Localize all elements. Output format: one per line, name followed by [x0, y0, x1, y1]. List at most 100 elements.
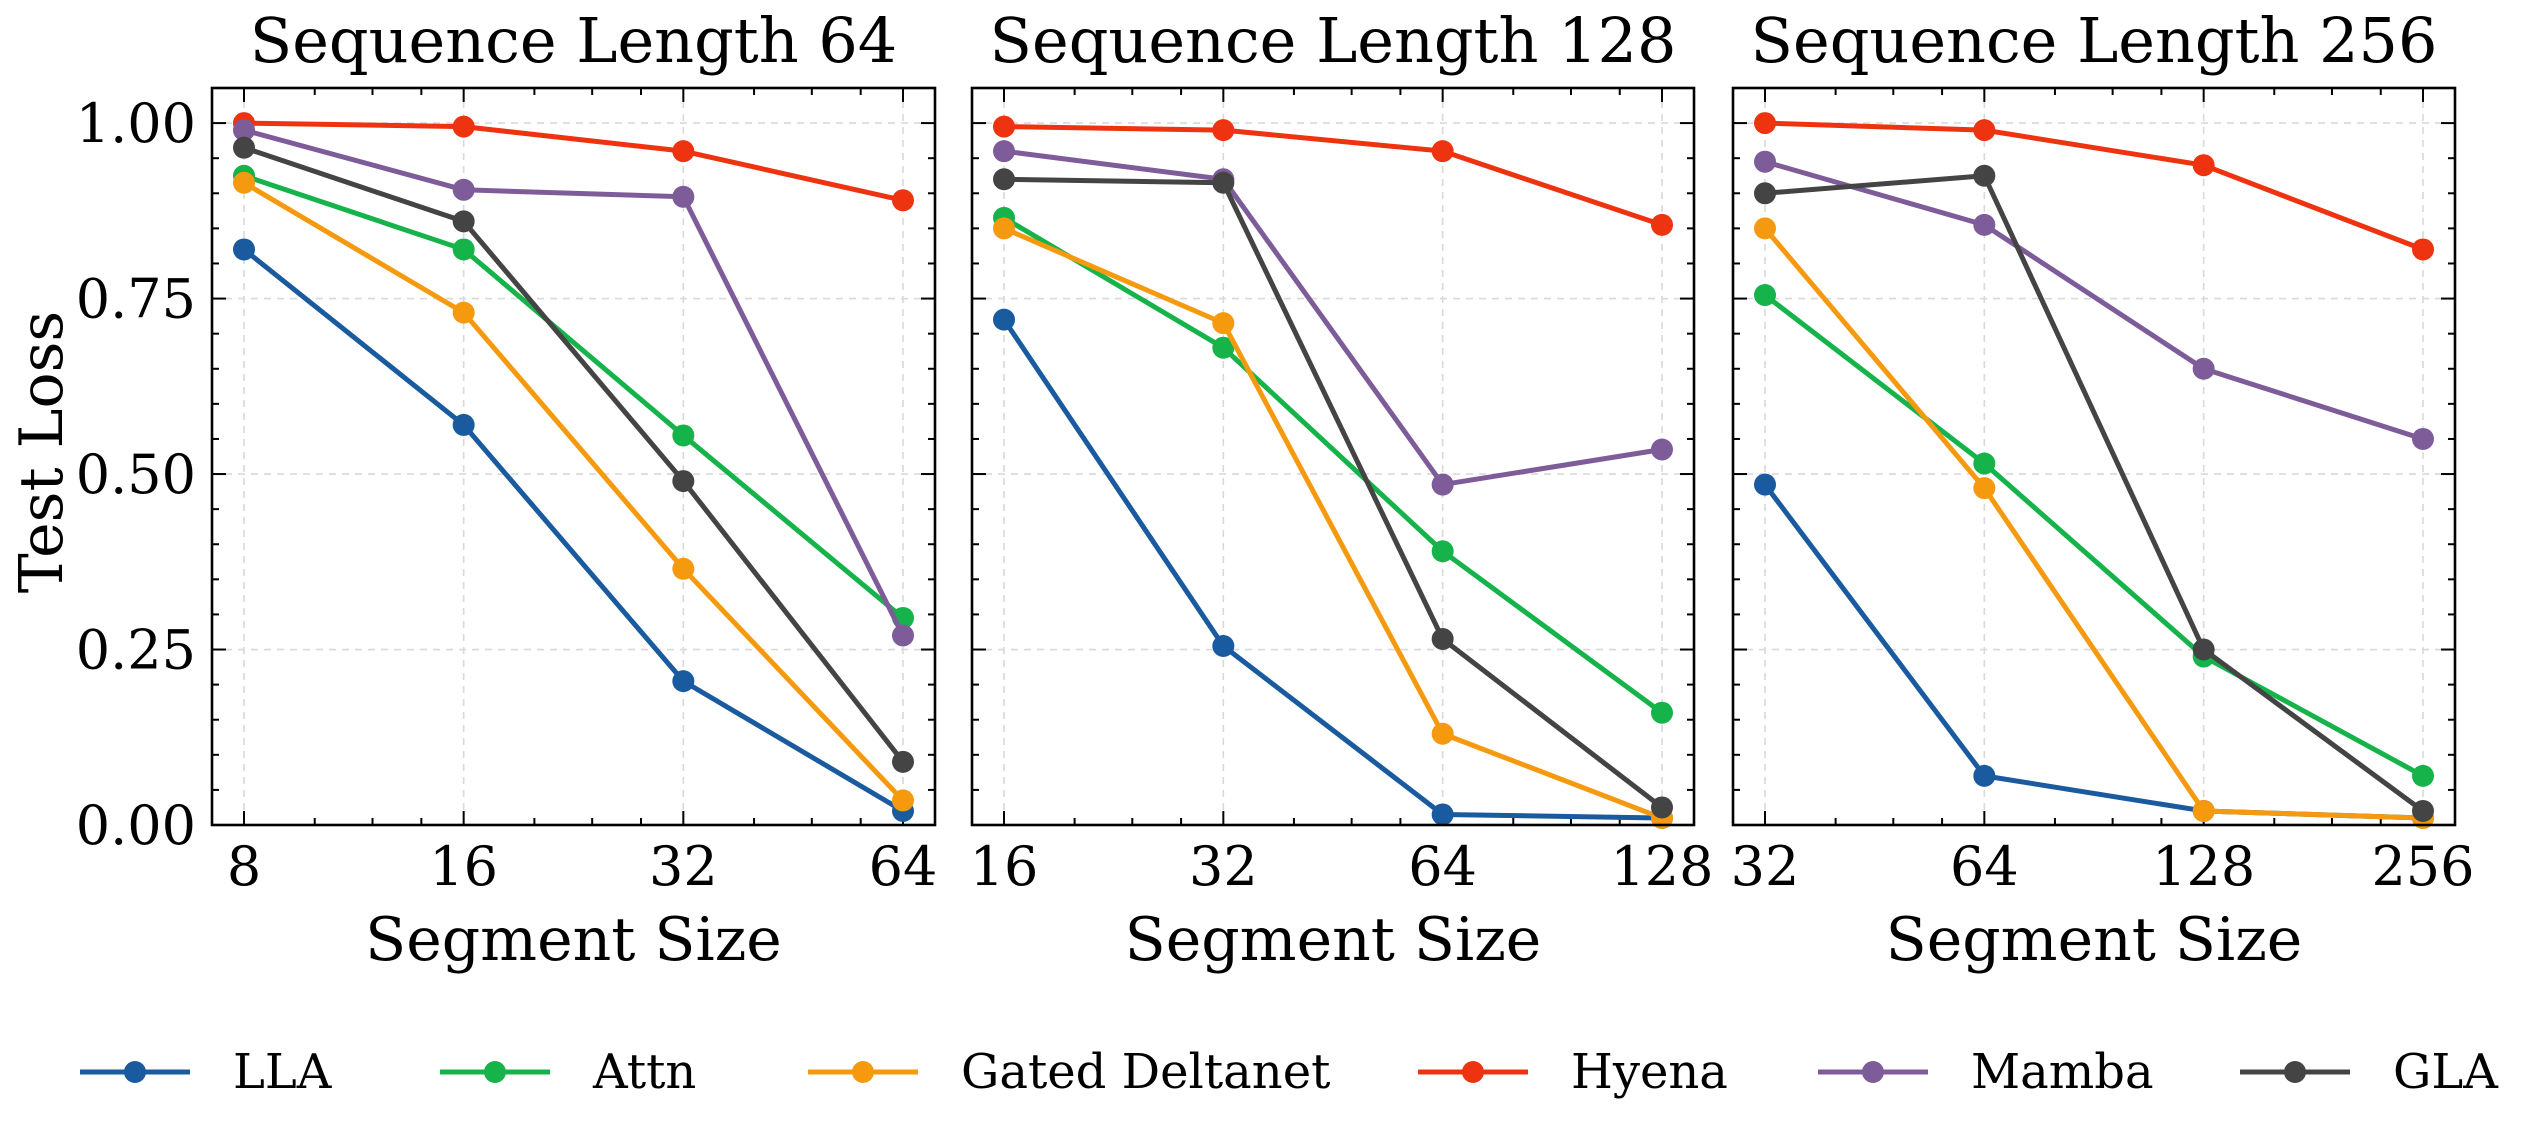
data-point — [1754, 182, 1776, 205]
legend-item-gated-deltanet: Gated Deltanet — [808, 1044, 1330, 1100]
data-point — [1754, 112, 1776, 135]
data-point — [233, 238, 255, 261]
data-point — [892, 789, 914, 812]
panel-1: 0.00 0.25 0.50 0.75 1.00 8 16 32 64 Sequence Leng… — [76, 4, 938, 975]
legend-item-lla: LLA — [80, 1044, 333, 1100]
data-point — [1973, 213, 1996, 236]
data-point — [1754, 284, 1776, 307]
series-line — [1764, 159, 2424, 442]
series-gla — [233, 136, 914, 773]
series-lla — [233, 238, 914, 822]
data-point — [1431, 540, 1454, 563]
series-line — [1002, 215, 1664, 715]
legend-label: LLA — [233, 1044, 333, 1100]
data-point — [892, 750, 914, 773]
data-point — [1754, 217, 1776, 240]
data-point — [672, 140, 695, 163]
y-tick-label: 1.00 — [76, 92, 196, 155]
data-point — [2192, 154, 2215, 177]
legend-item-gla: GLA — [2240, 1044, 2499, 1100]
series-line — [1764, 120, 2424, 252]
data-point — [1212, 336, 1235, 359]
series-line — [242, 180, 905, 803]
data-point — [452, 115, 475, 138]
x-axis-label: Segment Size — [1886, 905, 2303, 975]
data-point — [892, 189, 914, 212]
series-line — [1003, 226, 1663, 821]
series-hyena — [1754, 112, 2434, 261]
x-tick-label: 128 — [1610, 835, 1713, 898]
series-gated-deltanet — [1754, 217, 2434, 829]
data-point — [993, 217, 1015, 240]
data-point — [1431, 473, 1454, 496]
data-point — [1651, 438, 1673, 461]
data-point — [993, 308, 1015, 331]
legend-marker — [1462, 1061, 1484, 1083]
x-tick-label: 32 — [1189, 835, 1258, 898]
panel-title: Sequence Length 128 — [990, 4, 1677, 77]
data-point — [2192, 357, 2215, 380]
data-point — [233, 119, 255, 142]
series-lla — [993, 308, 1673, 829]
y-tick-label: 0.25 — [76, 619, 196, 682]
series-gla — [1754, 164, 2434, 822]
legend-item-attn: Attn — [440, 1044, 696, 1100]
data-point — [2412, 799, 2434, 822]
series-line — [1763, 293, 2425, 779]
data-point — [993, 115, 1015, 138]
series-line — [243, 127, 906, 637]
x-tick-label: 32 — [649, 835, 718, 898]
x-tick-label: 8 — [227, 835, 261, 898]
x-tick-label: 64 — [1950, 835, 2019, 898]
series-attn — [1754, 284, 2434, 787]
legend-label: GLA — [2393, 1044, 2499, 1100]
y-axis-label: Test Loss — [7, 311, 77, 593]
x-tick-label: 256 — [2371, 835, 2474, 898]
legend-marker — [124, 1061, 146, 1083]
data-point — [1973, 477, 1996, 500]
series-hyena — [993, 115, 1673, 236]
series-mamba — [1754, 150, 2434, 450]
data-point — [1212, 119, 1235, 142]
series-line — [243, 145, 905, 764]
panel-title: Sequence Length 64 — [250, 4, 897, 77]
legend-marker — [484, 1061, 506, 1083]
data-point — [2412, 764, 2434, 787]
data-point — [2192, 638, 2215, 661]
data-point — [1973, 764, 1996, 787]
data-point — [2412, 427, 2434, 450]
data-point — [452, 210, 475, 233]
data-point — [1212, 171, 1235, 194]
data-point — [672, 557, 695, 580]
data-point — [993, 168, 1015, 191]
series-line — [1001, 318, 1663, 821]
data-point — [1651, 796, 1673, 819]
series-hyena — [233, 112, 914, 212]
data-point — [993, 140, 1015, 163]
legend-label: Hyena — [1571, 1044, 1728, 1100]
plot-frame — [970, 86, 1696, 827]
data-point — [672, 185, 695, 208]
legend-marker — [2284, 1061, 2306, 1083]
series-line — [242, 247, 905, 814]
legend-label: Mamba — [1971, 1044, 2154, 1100]
data-point — [672, 424, 695, 447]
panels: 0.00 0.25 0.50 0.75 1.00 8 16 32 64 Sequence Leng… — [76, 4, 2475, 975]
legend-label: Gated Deltanet — [961, 1044, 1330, 1100]
y-tick-label: 0.00 — [76, 794, 196, 857]
series-line — [1003, 148, 1663, 488]
x-tick-label: 16 — [970, 835, 1039, 898]
data-point — [2412, 238, 2434, 261]
data-point — [1651, 213, 1673, 236]
series-gated-deltanet — [233, 171, 914, 812]
x-tick-label: 32 — [1731, 835, 1800, 898]
data-point — [452, 413, 475, 436]
data-point — [1212, 635, 1235, 658]
data-point — [672, 670, 695, 693]
x-axis-label: Segment Size — [365, 905, 782, 975]
series-line — [243, 120, 904, 203]
x-axis-label: Segment Size — [1125, 905, 1542, 975]
x-tick-label: 16 — [429, 835, 498, 898]
y-tick-label: 0.75 — [76, 268, 196, 331]
series-line — [1003, 124, 1663, 228]
